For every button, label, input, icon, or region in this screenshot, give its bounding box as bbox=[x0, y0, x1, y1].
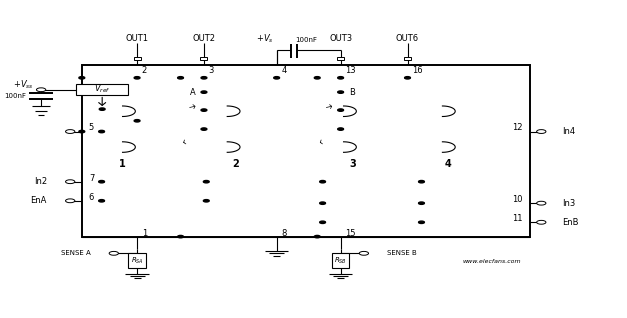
Text: 4: 4 bbox=[282, 66, 287, 75]
Bar bbox=[82, 65, 530, 237]
Circle shape bbox=[537, 130, 546, 134]
Text: $+V_{ss}$: $+V_{ss}$ bbox=[13, 79, 34, 91]
Text: 10: 10 bbox=[512, 195, 523, 204]
Text: 15: 15 bbox=[345, 229, 356, 238]
Text: 7: 7 bbox=[89, 174, 94, 183]
Circle shape bbox=[419, 221, 424, 224]
Circle shape bbox=[338, 128, 344, 130]
Bar bbox=[76, 84, 129, 94]
Bar bbox=[129, 253, 146, 268]
Circle shape bbox=[320, 221, 325, 224]
Circle shape bbox=[419, 202, 424, 204]
Text: EnB: EnB bbox=[562, 218, 578, 227]
Text: 100nF: 100nF bbox=[4, 93, 26, 99]
Circle shape bbox=[36, 88, 46, 92]
Circle shape bbox=[66, 130, 75, 134]
Circle shape bbox=[201, 109, 207, 111]
Circle shape bbox=[201, 128, 207, 130]
Circle shape bbox=[98, 130, 105, 133]
Circle shape bbox=[109, 252, 119, 255]
Circle shape bbox=[66, 199, 75, 203]
Text: $+V_s$: $+V_s$ bbox=[256, 32, 274, 45]
Text: 4: 4 bbox=[445, 159, 451, 169]
Text: 6: 6 bbox=[89, 193, 94, 202]
Circle shape bbox=[134, 77, 140, 79]
Text: OUT2: OUT2 bbox=[192, 34, 216, 43]
Circle shape bbox=[203, 181, 209, 183]
Text: 5: 5 bbox=[89, 123, 94, 133]
Circle shape bbox=[359, 252, 369, 255]
Circle shape bbox=[338, 77, 344, 79]
Circle shape bbox=[419, 181, 424, 183]
Circle shape bbox=[338, 109, 344, 111]
Text: 11: 11 bbox=[512, 214, 523, 223]
Text: SENSE B: SENSE B bbox=[387, 250, 417, 256]
Text: In2: In2 bbox=[34, 177, 47, 186]
Bar bbox=[337, 57, 344, 60]
Circle shape bbox=[99, 108, 105, 110]
Text: 3: 3 bbox=[349, 159, 356, 169]
Circle shape bbox=[79, 130, 85, 133]
Text: 1: 1 bbox=[119, 159, 126, 169]
Text: 12: 12 bbox=[512, 123, 523, 133]
Bar bbox=[134, 57, 140, 60]
Text: B: B bbox=[349, 88, 356, 97]
Bar bbox=[404, 57, 411, 60]
Circle shape bbox=[177, 77, 184, 79]
Circle shape bbox=[66, 180, 75, 183]
Circle shape bbox=[537, 220, 546, 224]
Circle shape bbox=[98, 200, 105, 202]
Text: In4: In4 bbox=[562, 127, 575, 136]
Text: OUT1: OUT1 bbox=[125, 34, 149, 43]
Circle shape bbox=[203, 200, 209, 202]
Text: $R_{SA}$: $R_{SA}$ bbox=[130, 255, 144, 266]
Text: A: A bbox=[189, 88, 195, 97]
Text: OUT3: OUT3 bbox=[329, 34, 352, 43]
Text: 3: 3 bbox=[209, 66, 214, 75]
Text: 2: 2 bbox=[233, 159, 240, 169]
Text: SENSE A: SENSE A bbox=[61, 250, 90, 256]
Text: 100nF: 100nF bbox=[295, 37, 317, 43]
Text: 16: 16 bbox=[412, 66, 423, 75]
Circle shape bbox=[537, 201, 546, 205]
Text: www.elecfans.com: www.elecfans.com bbox=[463, 259, 521, 264]
Circle shape bbox=[134, 120, 140, 122]
Text: $V_{ref}$: $V_{ref}$ bbox=[94, 83, 110, 95]
Circle shape bbox=[201, 91, 207, 93]
Circle shape bbox=[201, 77, 207, 79]
Text: 2: 2 bbox=[142, 66, 147, 75]
Circle shape bbox=[79, 77, 85, 79]
Circle shape bbox=[404, 77, 411, 79]
Text: EnA: EnA bbox=[31, 196, 47, 205]
Text: 8: 8 bbox=[282, 229, 287, 238]
Circle shape bbox=[274, 77, 280, 79]
Circle shape bbox=[338, 91, 344, 93]
Circle shape bbox=[98, 181, 105, 183]
Circle shape bbox=[320, 181, 325, 183]
Text: $R_{SB}$: $R_{SB}$ bbox=[334, 255, 347, 266]
Bar bbox=[332, 253, 349, 268]
Circle shape bbox=[320, 202, 325, 204]
Circle shape bbox=[177, 235, 184, 238]
Text: 1: 1 bbox=[142, 229, 147, 238]
Text: 13: 13 bbox=[345, 66, 356, 75]
Circle shape bbox=[314, 77, 320, 79]
Text: In3: In3 bbox=[562, 199, 575, 208]
Bar bbox=[201, 57, 208, 60]
Circle shape bbox=[314, 235, 320, 238]
Text: OUT6: OUT6 bbox=[396, 34, 419, 43]
